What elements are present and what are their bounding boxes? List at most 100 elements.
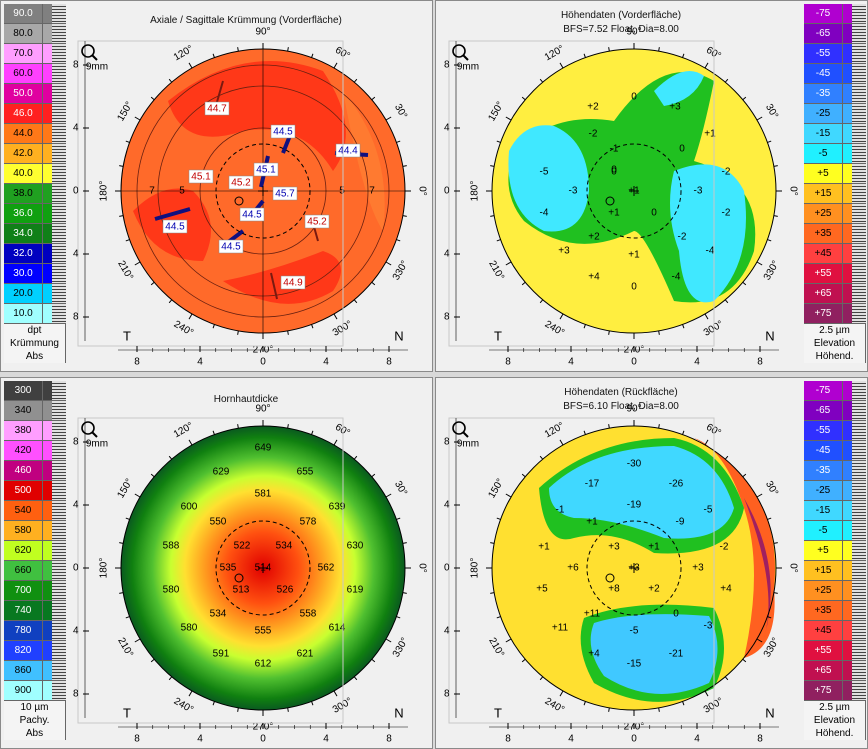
scale-step: +75 bbox=[804, 681, 866, 701]
scale-step: 42.0 bbox=[4, 144, 66, 164]
scale-step: 380 bbox=[4, 421, 66, 441]
thickness-value: 534 bbox=[276, 541, 293, 552]
elevation-value: -2 bbox=[722, 208, 731, 219]
curvature-value: 44.5 bbox=[165, 222, 185, 233]
corner-nasal: N bbox=[765, 705, 774, 720]
elevation-value: +11 bbox=[552, 623, 569, 634]
elevation-value: -5 bbox=[704, 505, 713, 516]
scale-value: 44.0 bbox=[4, 124, 42, 143]
scale-value: 50.0 bbox=[4, 84, 42, 103]
x-tick-label: 8 bbox=[386, 734, 392, 745]
axis-angle-label: 120° bbox=[172, 420, 195, 440]
scale-step: 700 bbox=[4, 581, 66, 601]
panel-thickness[interactable]: 300 340 380 420 460 500 540 580 620 660 700 740 780 8… bbox=[0, 377, 433, 749]
axis-angle-label: 150° bbox=[115, 477, 135, 500]
scale-value: 36.0 bbox=[4, 204, 42, 223]
scale-value: +5 bbox=[804, 541, 842, 560]
map-plot[interactable]: -30-17 -26-19-1 -5+1 -9+3 +1+1 -2+6 +3 +3+8 +2+5… bbox=[436, 378, 868, 749]
corner-temporal: T bbox=[494, 705, 502, 720]
scale-value: +15 bbox=[804, 561, 842, 580]
scale-step: 660 bbox=[4, 561, 66, 581]
panel-axial-curvature[interactable]: 90.0 80.0 70.0 60.0 50.0 46.0 44.0 42.0 40.0 38.0… bbox=[0, 0, 433, 372]
x-tick-label: 4 bbox=[197, 357, 203, 368]
scale-value: +5 bbox=[804, 164, 842, 183]
map-plot[interactable]: 0 +2 +3 -2 -1 0 +1 0 -5 -3 0 +1 -2 -3 -4 +1 0 -2 +3 +2 -2 -4 +… bbox=[436, 1, 868, 373]
scale-value: 70.0 bbox=[4, 44, 42, 63]
panel-title: Höhendaten (Vorderfläche) bbox=[560, 10, 682, 21]
scale-value: 900 bbox=[4, 681, 42, 700]
zoom-icon[interactable] bbox=[81, 44, 98, 61]
scale-value: 820 bbox=[4, 641, 42, 660]
y-tick-label: 8 bbox=[73, 312, 79, 323]
elevation-value: +1 bbox=[608, 208, 620, 219]
x-tick-label: 4 bbox=[323, 357, 329, 368]
scale-step: -45 bbox=[804, 441, 866, 461]
elevation-value: -26 bbox=[669, 479, 684, 490]
elevation-value: 0 bbox=[631, 282, 637, 293]
scale-footer: dpt bbox=[4, 324, 66, 337]
axis-angle-label: 90° bbox=[255, 27, 270, 38]
thickness-value: 621 bbox=[297, 649, 314, 660]
panel-anterior-elevation[interactable]: Höhendaten (Vorderfläche) BFS=7.52 Float… bbox=[435, 0, 868, 372]
y-tick-label: 4 bbox=[73, 626, 79, 637]
thickness-value: 588 bbox=[163, 541, 180, 552]
elevation-value: -4 bbox=[706, 246, 715, 257]
corner-nasal: N bbox=[394, 705, 403, 720]
thickness-value: 600 bbox=[181, 502, 198, 513]
zoom-icon[interactable] bbox=[452, 421, 469, 438]
zoom-label: 9mm bbox=[86, 439, 108, 450]
curvature-value: 45.2 bbox=[307, 217, 327, 228]
y-tick-label: 0 bbox=[73, 563, 79, 574]
scale-step: -15 bbox=[804, 124, 866, 144]
scale-value: 700 bbox=[4, 581, 42, 600]
elevation-value: +3 bbox=[558, 246, 570, 257]
elevation-value: +1 bbox=[628, 250, 640, 261]
scale-footer: Höhend. bbox=[804, 350, 866, 363]
elevation-value: +1 bbox=[704, 129, 716, 140]
y-tick-label: 0 bbox=[444, 186, 450, 197]
panel-subtitle: BFS=6.10 Float, Dia=8.00 bbox=[563, 401, 679, 412]
thickness-value: 630 bbox=[347, 541, 364, 552]
map-plot[interactable]: 649 629 655 581 600 639 550 578 522 534 588 630 535 5… bbox=[1, 378, 434, 749]
scale-value: 500 bbox=[4, 481, 42, 500]
scale-step: +45 bbox=[804, 244, 866, 264]
scale-step: 44.0 bbox=[4, 124, 66, 144]
axis-angle-label: 60° bbox=[704, 45, 723, 62]
scale-value: 660 bbox=[4, 561, 42, 580]
elevation-value: -2 bbox=[720, 542, 729, 553]
scale-footer: 10 µm bbox=[4, 701, 66, 714]
scale-value: +45 bbox=[804, 621, 842, 640]
map-plot[interactable]: 44.7 44.5 44.4 45.1 45.1 45.2 45.7 44.5 45.2 44.5… bbox=[1, 1, 434, 373]
scale-step: 10.0 bbox=[4, 304, 66, 324]
scale-value: -25 bbox=[804, 104, 842, 123]
ring-number: 7 bbox=[149, 186, 155, 197]
x-tick-label: 0 bbox=[260, 357, 266, 368]
scale-step: +25 bbox=[804, 204, 866, 224]
panel-posterior-elevation[interactable]: Höhendaten (Rückfläche) BFS=6.10 Float, … bbox=[435, 377, 868, 749]
zoom-icon[interactable] bbox=[452, 44, 469, 61]
elevation-value: -2 bbox=[678, 232, 687, 243]
scale-value: 300 bbox=[4, 381, 42, 400]
x-tick-label: 8 bbox=[505, 734, 511, 745]
axis-angle-label: 60° bbox=[333, 45, 352, 62]
scale-value: -65 bbox=[804, 401, 842, 420]
ring-number: 5 bbox=[179, 186, 185, 197]
axis-angle-label: 30° bbox=[763, 479, 780, 498]
axis-angle-label: 60° bbox=[333, 422, 352, 439]
axis-angle-label: 180° bbox=[470, 181, 481, 202]
pupil-center-marker bbox=[234, 573, 244, 583]
zoom-icon[interactable] bbox=[81, 421, 98, 438]
axis-angle-label: 180° bbox=[99, 181, 110, 202]
scale-value: +35 bbox=[804, 601, 842, 620]
curvature-value: 44.5 bbox=[242, 210, 262, 221]
scale-step: -65 bbox=[804, 401, 866, 421]
scale-step: 46.0 bbox=[4, 104, 66, 124]
scale-footer: Elevation bbox=[804, 714, 866, 727]
x-tick-label: 8 bbox=[134, 357, 140, 368]
y-tick-label: 4 bbox=[444, 123, 450, 134]
scale-value: -55 bbox=[804, 421, 842, 440]
elevation-value: -3 bbox=[694, 186, 703, 197]
curvature-value: 44.5 bbox=[273, 127, 293, 138]
x-tick-label: 4 bbox=[694, 357, 700, 368]
elevation-value: +2 bbox=[648, 584, 660, 595]
